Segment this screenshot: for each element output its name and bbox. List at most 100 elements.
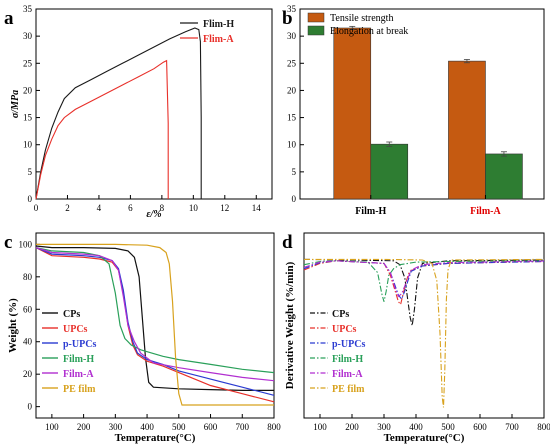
series-line-film-h	[303, 260, 545, 302]
series-line-film-a	[303, 260, 545, 298]
legend-label: Elongation at break	[330, 26, 408, 37]
y-tick-label: 30	[287, 31, 297, 41]
x-tick-label: 8	[160, 203, 165, 213]
x-tick-label: 400	[409, 422, 423, 432]
panel-letter: c	[4, 232, 12, 253]
legend-label: p-UPCs	[63, 339, 96, 350]
bar-tensile-strength	[448, 60, 486, 200]
bar-elongation-at-break	[370, 143, 409, 200]
series-line-film-h	[35, 247, 275, 374]
x-axis-label: Temperature(°C)	[115, 432, 196, 444]
x-axis-label: Temperature(°C)	[384, 432, 465, 444]
panel-b: b 0 5 10 15 20 25 30 35 Film-H Film-A Tensile stren…	[282, 4, 545, 217]
y-tick-label: 25	[23, 58, 33, 68]
y-tick-label: 35	[23, 4, 33, 14]
legend-label: UPCs	[332, 324, 357, 335]
x-tick-label: 500	[172, 422, 186, 432]
y-tick-label: 15	[23, 113, 33, 123]
y-tick-label: 0	[28, 402, 33, 412]
x-tick-label: 10	[189, 203, 199, 213]
y-tick-label: 5	[292, 167, 297, 177]
x-tick-label: 100	[45, 422, 59, 432]
legend-label: Film-H	[63, 354, 94, 365]
x-tick-label: 400	[140, 422, 154, 432]
panel-c: c 100 200 300 400 500 600 700 800 0 20 40 60 80 100 Tem…	[4, 232, 281, 444]
y-tick-label: 0	[292, 194, 297, 204]
x-tick-label: 300	[377, 422, 391, 432]
series-line-p-upcs	[303, 260, 545, 301]
series-line-upcs	[35, 247, 275, 403]
legend-label: Film-H	[332, 354, 363, 365]
panel-letter: d	[282, 232, 293, 253]
legend-label: Flim-H	[203, 19, 234, 30]
y-tick-label: 15	[287, 113, 297, 123]
x-tick-label: 500	[441, 422, 455, 432]
y-tick-label: 80	[23, 272, 33, 282]
x-tick-label: 300	[109, 422, 123, 432]
y-tick-label: 0	[28, 194, 33, 204]
y-axis-label: σ/MPa	[10, 90, 21, 118]
bar-elongation-at-break	[485, 153, 523, 200]
y-tick-label: 5	[28, 167, 33, 177]
y-axis-label: Derivative Weight (%/min)	[284, 261, 296, 389]
y-tick-label: 100	[19, 239, 33, 249]
series-line-film-a	[35, 247, 275, 382]
legend-label: Tensile strength	[330, 13, 393, 24]
x-tick-label: 200	[345, 422, 359, 432]
series-line-cps	[303, 258, 545, 326]
plot-frame	[299, 8, 545, 200]
category-label: Film-A	[470, 206, 501, 217]
legend-label: PE film	[332, 384, 365, 395]
y-tick-label: 40	[23, 337, 33, 347]
series-line-upcs	[303, 260, 545, 306]
x-tick-label: 700	[236, 422, 250, 432]
y-axis-label: Weight (%)	[7, 298, 19, 353]
series-line-cps	[35, 245, 274, 391]
legend-swatch	[307, 12, 325, 23]
x-tick-label: 200	[77, 422, 91, 432]
legend-label: PE film	[63, 384, 96, 395]
series-line-flim-a	[35, 59, 169, 200]
x-tick-label: 600	[204, 422, 218, 432]
y-tick-label: 25	[287, 58, 297, 68]
y-tick-label: 35	[287, 4, 297, 14]
legend-label: CPs	[63, 309, 80, 320]
y-tick-label: 10	[287, 140, 297, 150]
series-line-pe-film	[36, 243, 274, 406]
plot-frame	[303, 232, 545, 419]
x-tick-label: 12	[220, 203, 229, 213]
y-tick-label: 20	[287, 85, 297, 95]
legend-label: Film-A	[332, 369, 363, 380]
legend-label: Film-A	[63, 369, 94, 380]
x-tick-label: 700	[505, 422, 519, 432]
category-label: Film-H	[355, 206, 386, 217]
plot-frame	[35, 232, 275, 419]
legend-label: p-UPCs	[332, 339, 365, 350]
panel-letter: a	[4, 8, 14, 29]
x-tick-label: 800	[537, 422, 550, 432]
x-axis-label: ε/%	[146, 209, 161, 220]
x-tick-label: 2	[65, 203, 70, 213]
legend-swatch	[307, 25, 325, 36]
legend-label: UPCs	[63, 324, 88, 335]
y-tick-label: 20	[23, 85, 33, 95]
x-tick-label: 14	[252, 203, 262, 213]
panel-a: a 0 2 4 6 8 10 12 14 0 5 10 15 20 25 30 35 ε/% σ/MPa Flim-H…	[4, 4, 273, 220]
y-tick-label: 10	[23, 140, 33, 150]
panel-letter: b	[282, 8, 293, 29]
x-tick-label: 600	[473, 422, 487, 432]
bar-tensile-strength	[333, 27, 372, 200]
plot-frame	[35, 8, 273, 200]
x-tick-label: 6	[128, 203, 133, 213]
series-line-flim-h	[35, 27, 202, 200]
series-line-pe-film	[304, 258, 545, 408]
x-tick-label: 4	[97, 203, 102, 213]
legend-label: CPs	[332, 309, 349, 320]
panel-d: d 100 200 300 400 500 600 700 800 Temperature(°C)…	[282, 232, 550, 444]
y-tick-label: 30	[23, 31, 33, 41]
x-tick-label: 100	[313, 422, 327, 432]
y-tick-label: 20	[23, 369, 33, 379]
x-tick-label: 0	[34, 203, 39, 213]
legend-label: Flim-A	[203, 34, 234, 45]
